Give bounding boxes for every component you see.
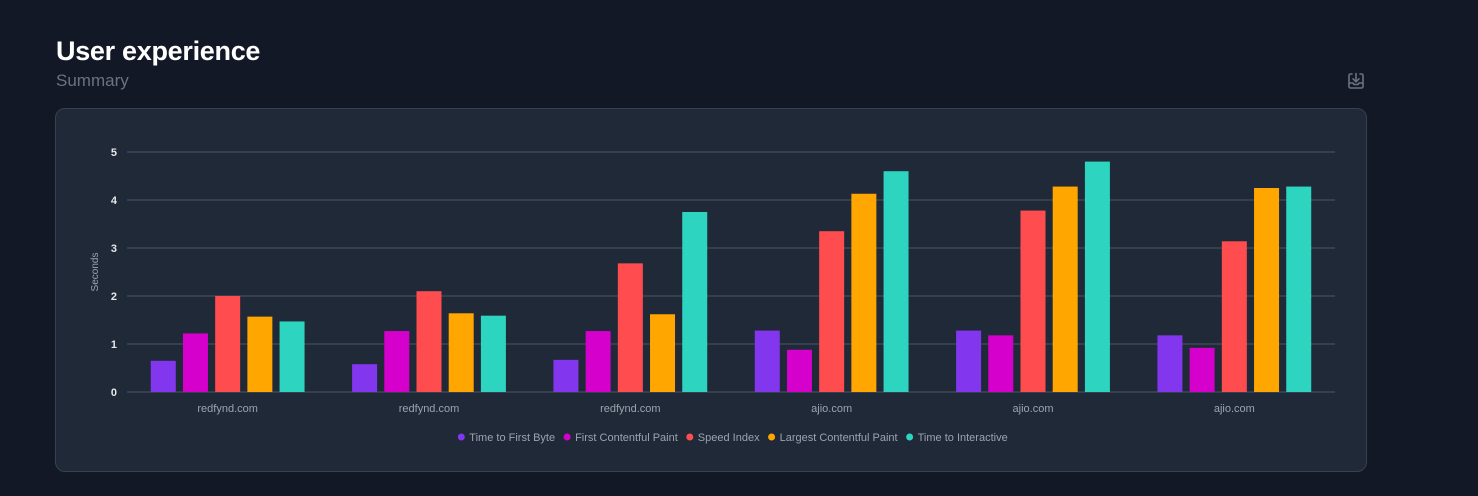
legend-label: Time to Interactive [918, 432, 1008, 444]
bar[interactable] [851, 193, 877, 392]
bar[interactable] [1084, 161, 1110, 392]
legend-marker [768, 433, 776, 441]
legend-label: First Contentful Paint [575, 432, 678, 444]
legend-item[interactable]: Speed Index [686, 432, 760, 444]
legend-item[interactable]: Time to Interactive [906, 432, 1008, 444]
bar[interactable] [279, 321, 305, 392]
bar[interactable] [553, 359, 579, 392]
bar[interactable] [1221, 241, 1247, 392]
page-subtitle: Summary [56, 71, 129, 90]
bar[interactable] [215, 296, 241, 392]
x-tick-label: redfynd.com [600, 403, 661, 415]
y-axis-label: Seconds [90, 253, 101, 292]
y-axis-ticks: 0 1 2 3 4 5 [111, 147, 118, 399]
y-tick-label: 2 [111, 291, 117, 303]
bar[interactable] [182, 333, 208, 392]
bar[interactable] [1020, 210, 1046, 392]
bar[interactable] [956, 330, 982, 392]
bar[interactable] [1254, 188, 1280, 392]
bar[interactable] [480, 315, 506, 392]
bar[interactable] [416, 291, 442, 392]
bar[interactable] [384, 331, 410, 392]
bar[interactable] [247, 316, 273, 392]
bar[interactable] [1286, 186, 1312, 392]
bar[interactable] [585, 331, 611, 392]
gridlines [127, 151, 1335, 393]
bar[interactable] [819, 231, 845, 392]
y-tick-label: 3 [111, 243, 117, 255]
legend-label: Time to First Byte [469, 432, 555, 444]
legend-item[interactable]: Time to First Byte [457, 432, 555, 444]
x-axis-ticks: redfynd.com redfynd.com redfynd.com ajio.co… [197, 403, 1254, 415]
legend-item[interactable]: Largest Contentful Paint [768, 432, 898, 444]
legend-label: Speed Index [698, 432, 760, 444]
legend-marker [686, 433, 694, 441]
x-tick-label: ajio.com [1013, 403, 1054, 415]
y-tick-label: 1 [111, 339, 117, 351]
legend-label: Largest Contentful Paint [780, 432, 898, 444]
bar[interactable] [883, 171, 909, 392]
legend-marker [563, 433, 571, 441]
bar[interactable] [650, 314, 676, 392]
x-tick-label: redfynd.com [197, 403, 258, 415]
export-button[interactable] [1345, 70, 1367, 92]
y-tick-label: 5 [111, 147, 117, 159]
y-tick-label: 0 [111, 387, 117, 399]
legend-item[interactable]: First Contentful Paint [563, 432, 678, 444]
bar[interactable] [754, 330, 780, 392]
bar[interactable] [988, 335, 1014, 392]
bar[interactable] [682, 212, 708, 392]
x-tick-label: ajio.com [811, 403, 852, 415]
bars [150, 161, 1312, 392]
x-tick-label: ajio.com [1214, 403, 1255, 415]
bar[interactable] [1157, 335, 1183, 392]
download-tray-icon [1348, 72, 1364, 89]
bar[interactable] [786, 349, 812, 392]
legend: Time to First Byte First Contentful Paint… [457, 432, 1008, 444]
page-title: User experience [56, 36, 261, 66]
bar[interactable] [617, 263, 643, 392]
bar[interactable] [1052, 186, 1078, 392]
bar[interactable] [1189, 347, 1215, 392]
y-tick-label: 4 [111, 195, 118, 207]
legend-marker [906, 433, 914, 441]
x-tick-label: redfynd.com [399, 403, 460, 415]
bar[interactable] [150, 360, 176, 392]
bar[interactable] [352, 364, 378, 392]
bar[interactable] [448, 313, 474, 392]
legend-marker [457, 433, 465, 441]
